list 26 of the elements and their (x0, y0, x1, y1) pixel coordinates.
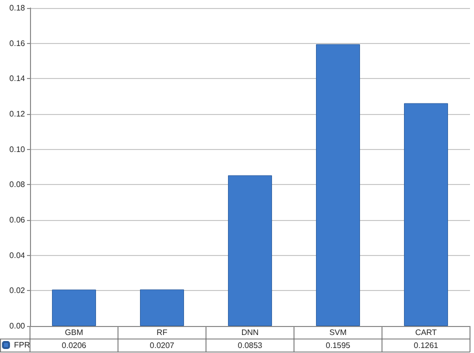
x-tick-label: SVM (329, 328, 347, 337)
bar (52, 290, 96, 326)
y-tick-label: 0.06 (9, 216, 26, 224)
bar (316, 44, 360, 326)
y-tick-label: 0.00 (9, 322, 26, 330)
x-tick-label: RF (156, 328, 168, 337)
legend-label: FPR (14, 340, 30, 350)
data-label: 0.1261 (414, 341, 439, 350)
bar (228, 175, 272, 326)
y-tick-label: 0.10 (9, 144, 26, 154)
y-tick-label: 0.16 (9, 38, 26, 48)
y-tick-label: 0.04 (9, 250, 26, 260)
bar (140, 289, 184, 326)
data-label: 0.0206 (62, 341, 87, 350)
y-tick-label: 0.14 (9, 74, 26, 84)
bar (404, 103, 448, 326)
y-tick-label: 0.08 (9, 180, 26, 190)
y-tick-label: 0.02 (9, 286, 26, 296)
y-tick-label: 0.18 (9, 4, 26, 12)
data-label: 0.0853 (238, 341, 263, 350)
x-tick-label: CART (415, 328, 437, 337)
data-label: 0.0207 (150, 341, 175, 350)
y-tick-label: 0.12 (9, 110, 26, 118)
x-tick-label: DNN (241, 328, 259, 337)
data-label: 0.1595 (326, 341, 351, 350)
x-tick-label: GBM (64, 328, 84, 337)
